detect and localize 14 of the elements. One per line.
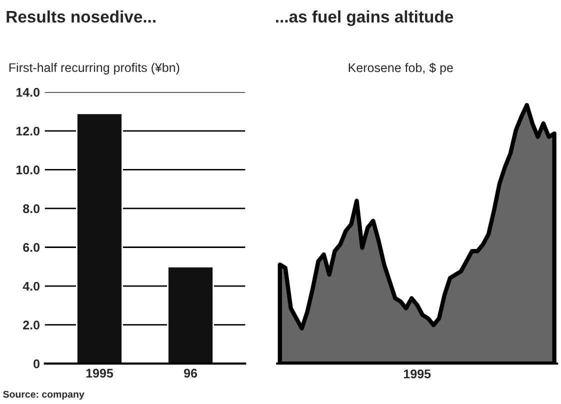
y-tick-label: 14.0: [16, 88, 40, 97]
y-tick-label: 0: [34, 359, 40, 368]
y-tick-label: 6.0: [23, 243, 40, 252]
y-tick-label: 12.0: [16, 126, 40, 136]
y-tick-label: 8.0: [23, 204, 40, 214]
chart-subtitle: First-half recurring profits (¥bn): [9, 62, 180, 75]
source-note: Source: company: [3, 390, 84, 400]
x-tick-label: 96: [184, 368, 198, 378]
chart-title: ...as fuel gains altitude: [276, 10, 454, 26]
y-tick-label: 10.0: [16, 165, 40, 174]
chart-subtitle: Kerosene fob, $ pe: [348, 62, 453, 75]
y-tick-label: 2.0: [23, 320, 40, 330]
y-tick-label: 4.0: [22, 282, 40, 291]
chart-title: Results nosedive...: [6, 10, 156, 23]
